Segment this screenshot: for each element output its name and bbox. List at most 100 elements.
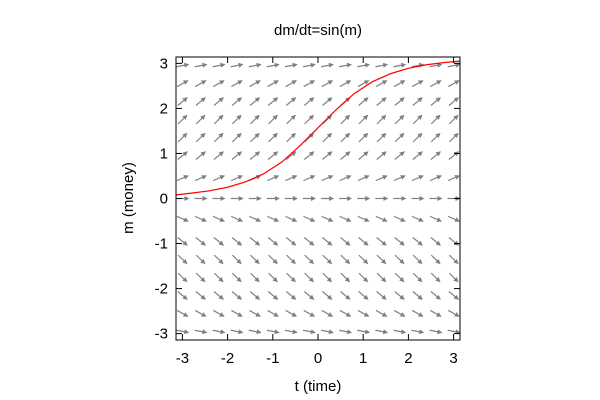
vector-arrow [249,237,261,246]
vector-arrow [177,272,188,283]
vector-arrow [303,80,316,88]
vector-arrow [412,237,423,246]
vector-arrow [376,151,387,160]
vector-arrow [339,62,352,68]
vector-arrow [376,254,387,265]
vector-arrow [267,175,280,182]
vector-arrow [250,132,260,143]
vector-arrow [268,132,278,143]
vector-arrow [357,62,371,68]
vector-arrow [339,309,352,317]
vector-arrow [411,329,425,335]
vector-arrow [195,291,206,300]
vector-arrow [411,62,425,68]
vector-arrow [231,114,242,125]
vector-arrow [286,254,296,265]
vector-arrow [393,215,406,222]
vector-arrow [249,291,261,300]
vector-arrow [358,132,369,143]
vector-arrow [375,329,389,335]
vector-arrow [358,291,369,300]
vector-arrow [321,309,334,317]
vector-arrow [321,215,334,222]
vector-arrow [177,97,188,106]
series-layer [176,60,460,196]
y-tick-label: 2 [160,100,168,117]
vector-arrow [194,309,207,317]
vector-arrow [267,215,280,222]
vector-arrow [231,254,242,265]
vector-arrow [429,309,442,317]
vector-arrow [339,329,352,335]
vector-arrow [213,237,224,246]
vector-arrow [231,97,243,106]
vector-arrow [286,114,296,125]
vector-arrow [303,309,316,317]
vector-arrow [213,272,224,283]
vector-arrow [285,309,297,317]
chart-title: dm/dt=sin(m) [274,22,362,39]
vector-arrow [267,151,279,160]
vector-arrow [304,114,314,125]
vector-arrow [195,132,206,143]
vector-arrow [194,80,207,88]
vector-arrow [195,272,206,283]
vector-arrow [194,329,208,335]
vector-arrow [448,132,459,143]
vector-arrow [231,272,242,283]
vector-arrow [358,114,369,125]
vector-arrow [430,291,441,300]
x-tick-label: -2 [221,350,234,367]
vector-arrow [412,114,423,125]
vector-arrow [303,175,316,182]
x-tick-label: -1 [266,350,279,367]
vector-arrow [285,97,297,106]
vector-field [176,62,461,335]
vector-arrow [411,175,424,182]
vector-arrow [284,329,298,335]
vector-arrow [358,237,369,246]
vector-arrow [358,254,369,265]
vector-arrow [375,215,388,222]
vector-arrow [393,62,407,68]
vector-arrow [322,132,333,143]
vector-arrow [284,62,298,68]
vector-arrow [213,291,224,300]
vector-arrow [303,151,315,160]
vector-arrow [230,62,244,68]
vector-arrow [393,329,407,335]
vector-arrow [340,114,351,125]
vector-arrow [394,151,405,160]
vector-arrow [177,132,188,143]
y-tick-label: 0 [160,191,168,208]
vector-arrow [176,329,190,335]
vector-arrow [177,151,188,160]
vector-arrow [448,114,459,125]
vector-arrow [448,291,459,300]
vector-arrow [195,237,206,246]
vector-arrow [394,291,405,300]
vector-arrow [340,151,351,160]
vector-arrow [285,291,297,300]
vector-arrow [321,329,334,335]
vector-arrow [303,291,315,300]
vector-arrow [212,175,225,182]
x-axis-label: t (time) [295,378,342,395]
vector-arrow [286,272,296,283]
vector-arrow [268,272,278,283]
vector-arrow [357,80,370,88]
vector-arrow [430,237,441,246]
vector-arrow [213,97,224,106]
vector-arrow [448,80,460,88]
vector-arrow [213,80,225,88]
vector-arrow [267,291,279,300]
vector-arrow [285,215,298,222]
vector-arrow [430,151,441,160]
vector-arrow [412,151,423,160]
vector-arrow [249,97,261,106]
vector-arrow [339,175,352,182]
vector-arrow [176,215,189,222]
vector-arrow [302,329,316,335]
vector-arrow [285,175,298,182]
